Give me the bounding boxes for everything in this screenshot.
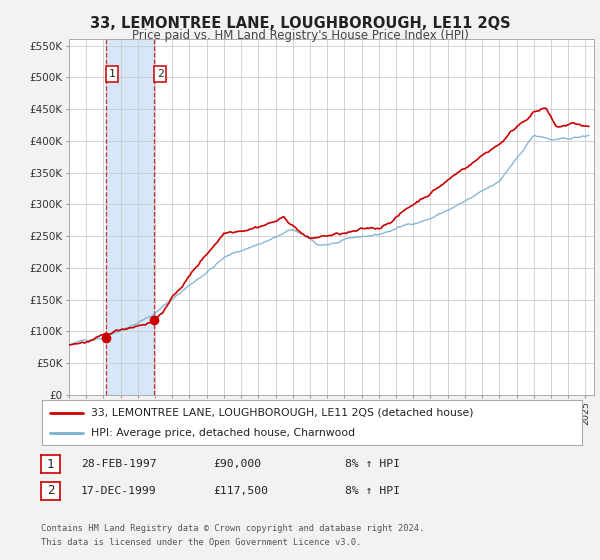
Text: Price paid vs. HM Land Registry's House Price Index (HPI): Price paid vs. HM Land Registry's House …: [131, 29, 469, 42]
Text: 8% ↑ HPI: 8% ↑ HPI: [345, 486, 400, 496]
Text: 17-DEC-1999: 17-DEC-1999: [81, 486, 157, 496]
Text: HPI: Average price, detached house, Charnwood: HPI: Average price, detached house, Char…: [91, 428, 355, 438]
Text: 28-FEB-1997: 28-FEB-1997: [81, 459, 157, 469]
Text: 1: 1: [109, 69, 116, 79]
Text: 33, LEMONTREE LANE, LOUGHBOROUGH, LE11 2QS (detached house): 33, LEMONTREE LANE, LOUGHBOROUGH, LE11 2…: [91, 408, 473, 418]
Text: This data is licensed under the Open Government Licence v3.0.: This data is licensed under the Open Gov…: [41, 538, 361, 547]
Text: 33, LEMONTREE LANE, LOUGHBOROUGH, LE11 2QS: 33, LEMONTREE LANE, LOUGHBOROUGH, LE11 2…: [89, 16, 511, 31]
Text: 8% ↑ HPI: 8% ↑ HPI: [345, 459, 400, 469]
Text: £117,500: £117,500: [213, 486, 268, 496]
Text: Contains HM Land Registry data © Crown copyright and database right 2024.: Contains HM Land Registry data © Crown c…: [41, 524, 424, 533]
Text: £90,000: £90,000: [213, 459, 261, 469]
Bar: [106, 39, 154, 395]
Text: 2: 2: [47, 484, 54, 497]
Text: 1: 1: [47, 458, 54, 471]
Text: 2: 2: [157, 69, 164, 79]
